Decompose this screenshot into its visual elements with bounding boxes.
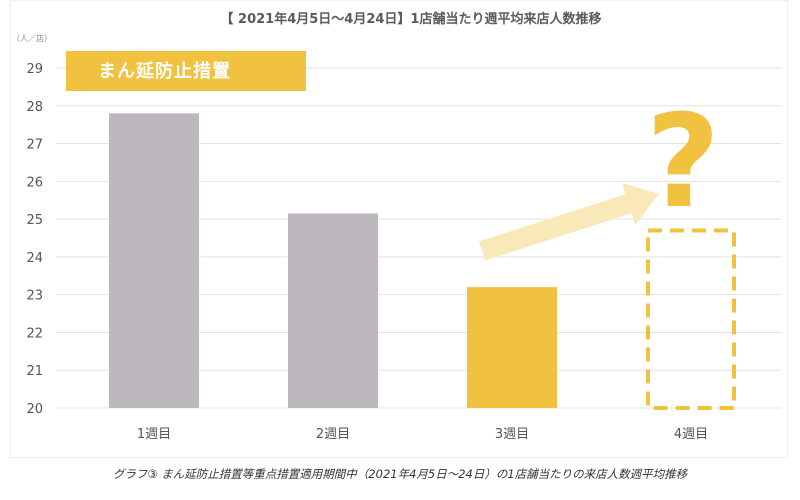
bars <box>109 113 736 410</box>
y-axis-unit: （人／店） <box>12 33 52 43</box>
y-axis-ticks: 20 21 22 23 24 25 26 27 28 29 <box>26 62 43 417</box>
y-tick-label: 24 <box>26 251 43 266</box>
trend-arrow <box>478 182 659 261</box>
y-tick-label: 22 <box>26 326 43 341</box>
y-tick-label: 27 <box>26 138 43 153</box>
y-tick-label: 29 <box>26 62 43 77</box>
bar <box>109 113 199 408</box>
x-axis-labels: 1週目 2週目 3週目 4週目 <box>137 427 708 442</box>
bar <box>288 213 378 408</box>
chart-panel: 【 2021年4月5日～4月24日】1店舗当たり週平均来店人数推移 （人／店） … <box>10 0 788 458</box>
y-tick-label: 25 <box>26 213 43 228</box>
y-tick-label: 26 <box>26 175 43 190</box>
figure-caption: グラフ③ まん延防止措置等重点措置適用期間中（2021年4月5日〜24日）の1店… <box>112 467 688 481</box>
bar <box>467 287 557 408</box>
question-mark: ? <box>646 88 720 237</box>
chart-title: 【 2021年4月5日～4月24日】1店舗当たり週平均来店人数推移 <box>221 11 602 27</box>
banner-background <box>66 51 306 91</box>
x-category-label: 3週目 <box>495 427 529 442</box>
y-tick-label: 21 <box>26 364 43 379</box>
banner-label: まん延防止措置 <box>98 60 231 82</box>
y-tick-label: 23 <box>26 289 43 304</box>
bar-chart: 【 2021年4月5日～4月24日】1店舗当たり週平均来店人数推移 （人／店） … <box>12 11 781 442</box>
x-category-label: 1週目 <box>137 427 171 442</box>
x-category-label: 2週目 <box>316 427 350 442</box>
y-tick-label: 20 <box>26 402 43 417</box>
y-tick-label: 28 <box>26 100 43 115</box>
x-category-label: 4週目 <box>674 427 708 442</box>
